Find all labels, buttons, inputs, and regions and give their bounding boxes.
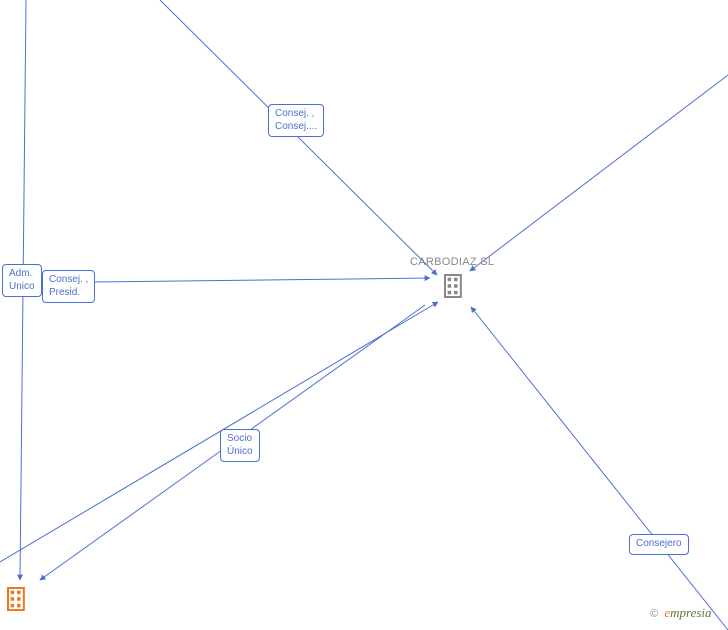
watermark-rest: mpresia — [670, 605, 711, 620]
edge — [160, 0, 437, 275]
corner-building-icon — [8, 588, 24, 610]
edge — [470, 75, 728, 271]
edge-label: Consejero — [629, 534, 689, 555]
copyright-symbol: © — [650, 608, 658, 620]
edge-label: Adm. Unico — [2, 264, 42, 297]
edge — [471, 307, 728, 630]
edge — [93, 278, 430, 282]
diagram-svg — [0, 0, 728, 630]
edge-label: Consej. , Presid. — [42, 270, 95, 303]
edges-group — [0, 0, 728, 630]
central-node-label: CARBODIAZ SL — [410, 256, 494, 268]
watermark: © empresia — [650, 605, 712, 621]
edge — [0, 302, 438, 562]
central-building-icon — [445, 275, 461, 297]
edge-label: Socio Único — [220, 429, 260, 462]
edge-label: Consej. , Consej.... — [268, 104, 324, 137]
